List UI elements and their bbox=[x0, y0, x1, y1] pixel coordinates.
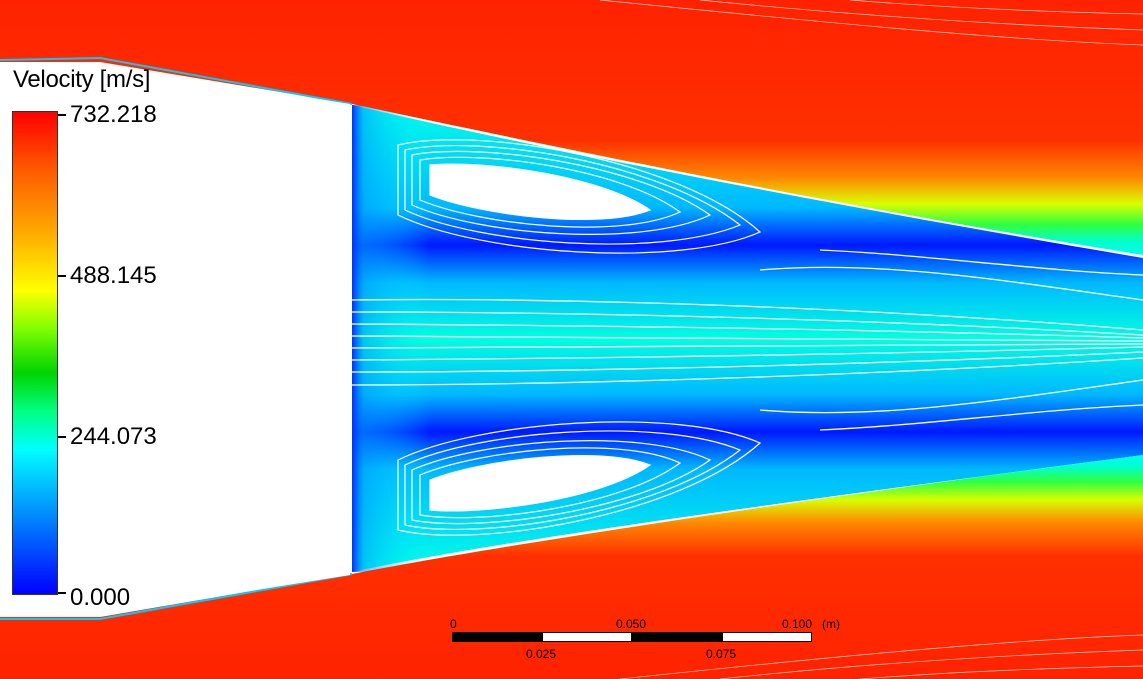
legend-tick bbox=[58, 114, 66, 116]
legend-tick bbox=[58, 592, 66, 594]
outer-streamlines bbox=[599, 0, 1143, 679]
legend-title: Velocity [m/s] bbox=[13, 66, 151, 93]
scale-unit: (m) bbox=[822, 617, 840, 631]
vortex-upper bbox=[397, 139, 762, 254]
legend-tick-label-high: 488.145 bbox=[70, 262, 157, 289]
lower-jet bbox=[0, 455, 1143, 679]
scale-label-0: 0 bbox=[450, 617, 457, 631]
legend-tick-label-min: 0.000 bbox=[70, 584, 131, 611]
legend-tick bbox=[58, 436, 66, 438]
scale-label-100: 0.100 bbox=[782, 617, 813, 631]
legend-tick-label-max: 732.218 bbox=[70, 101, 157, 128]
upper-jet bbox=[0, 0, 1143, 255]
legend-tick-label-mid: 244.073 bbox=[70, 423, 157, 450]
legend-tick bbox=[58, 275, 66, 277]
velocity-colorbar bbox=[12, 111, 58, 595]
base-region bbox=[352, 105, 430, 572]
scale-bar bbox=[452, 632, 812, 642]
scale-label-025: 0.025 bbox=[526, 647, 557, 661]
scale-label-050: 0.050 bbox=[616, 617, 647, 631]
scale-label-075: 0.075 bbox=[706, 647, 737, 661]
vortex-lower bbox=[397, 421, 762, 536]
